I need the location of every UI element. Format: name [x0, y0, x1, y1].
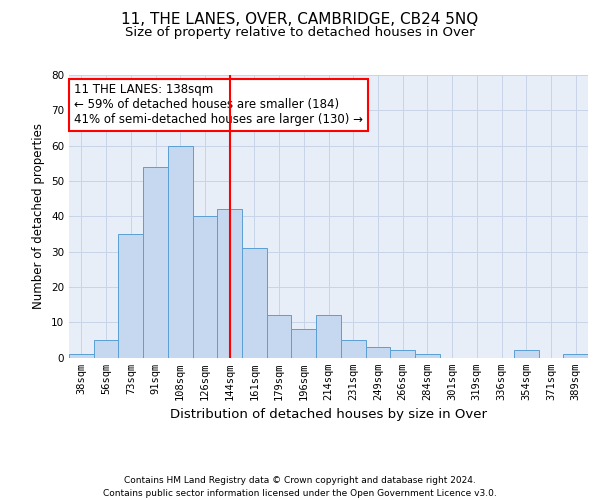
- Bar: [69, 354, 94, 358]
- Bar: [292, 329, 316, 358]
- Bar: [94, 340, 118, 357]
- Bar: [563, 354, 588, 358]
- Y-axis label: Number of detached properties: Number of detached properties: [32, 123, 46, 309]
- X-axis label: Distribution of detached houses by size in Over: Distribution of detached houses by size …: [170, 408, 487, 421]
- Bar: [514, 350, 539, 358]
- Bar: [193, 216, 217, 358]
- Bar: [242, 248, 267, 358]
- Text: 11 THE LANES: 138sqm
← 59% of detached houses are smaller (184)
41% of semi-deta: 11 THE LANES: 138sqm ← 59% of detached h…: [74, 84, 363, 126]
- Bar: [267, 315, 292, 358]
- Bar: [341, 340, 365, 357]
- Text: 11, THE LANES, OVER, CAMBRIDGE, CB24 5NQ: 11, THE LANES, OVER, CAMBRIDGE, CB24 5NQ: [121, 12, 479, 28]
- Bar: [390, 350, 415, 358]
- Bar: [118, 234, 143, 358]
- Bar: [415, 354, 440, 358]
- Bar: [143, 167, 168, 358]
- Bar: [217, 209, 242, 358]
- Text: Size of property relative to detached houses in Over: Size of property relative to detached ho…: [125, 26, 475, 39]
- Text: Contains HM Land Registry data © Crown copyright and database right 2024.
Contai: Contains HM Land Registry data © Crown c…: [103, 476, 497, 498]
- Bar: [316, 315, 341, 358]
- Bar: [365, 347, 390, 358]
- Bar: [168, 146, 193, 358]
